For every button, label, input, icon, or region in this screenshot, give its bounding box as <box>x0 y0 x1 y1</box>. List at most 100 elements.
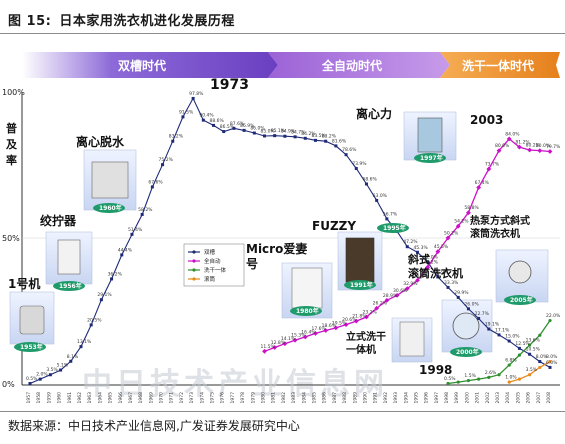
x-tick-label: 1998 <box>444 392 450 404</box>
data-label: 80.0% <box>536 143 551 149</box>
x-tick-label: 1961 <box>67 392 73 404</box>
series-1-point <box>445 235 451 241</box>
badge-1995: 1995年 <box>383 224 406 232</box>
x-tick-label: 1988 <box>342 392 348 404</box>
series-2-point <box>466 379 471 383</box>
series-0-point <box>79 345 83 349</box>
x-tick-label: 2005 <box>515 392 521 404</box>
value-labels: 0.5%2.0%3.5%5.1%8.1%13.1%20.5%29.1%36.2%… <box>26 91 561 382</box>
data-label: 88.6% <box>210 118 225 124</box>
x-tick-label: 1990 <box>362 392 368 404</box>
data-label: 0.5% <box>26 376 38 382</box>
data-label: 85.1% <box>271 128 286 134</box>
series-0-point <box>548 365 552 369</box>
series-0-point <box>507 339 511 343</box>
x-tick-label: 1986 <box>322 392 328 404</box>
data-label: 30.6% <box>393 288 408 294</box>
legend-label: 全自动 <box>204 257 221 265</box>
data-label: 86.0% <box>250 126 265 132</box>
annotation-upright-washdry-line2: 一体机 <box>346 343 376 356</box>
series-2-point <box>446 381 450 386</box>
series-1-point <box>435 249 441 255</box>
x-tick-label: 1999 <box>454 392 460 404</box>
series-line-0 <box>29 97 551 385</box>
series-1-point <box>506 136 512 142</box>
badge-2005: 2005年 <box>510 296 533 304</box>
x-tick-label: 2004 <box>505 392 511 404</box>
era-full-auto-label: 全自动时代 <box>321 58 382 73</box>
data-label: 13.1% <box>77 339 92 345</box>
series-0-point <box>354 166 358 170</box>
series-2-point <box>456 380 460 384</box>
data-label: 3.5% <box>46 367 58 373</box>
data-label: 8.1% <box>67 354 79 360</box>
series-0-point <box>232 126 236 130</box>
annotation-micro-line2: 号 <box>246 256 258 271</box>
annotation-spin-dry: 离心脱水 <box>76 134 125 149</box>
data-label: 17.6% <box>311 326 326 332</box>
data-label: 29.9% <box>454 290 469 296</box>
series-0-point <box>456 295 460 299</box>
data-label: 13.6% <box>526 338 541 344</box>
data-label: 83.5% <box>311 133 326 139</box>
x-tick-label: 1980 <box>261 392 267 404</box>
x-tick-label: 1976 <box>220 392 226 404</box>
x-tick-label: 1960 <box>57 392 63 404</box>
data-label: 87.6% <box>230 121 245 127</box>
series-0-point <box>497 333 501 337</box>
data-label: 80.0% <box>495 143 510 149</box>
series-0-point <box>150 185 154 189</box>
data-label: 3.5% <box>526 367 538 373</box>
x-tick-label: 1959 <box>46 392 52 404</box>
data-label: 26.0% <box>464 301 479 307</box>
series-0-point <box>487 327 491 331</box>
series-0-point <box>375 198 379 202</box>
x-tick-label: 1971 <box>169 392 175 404</box>
series-0-point <box>99 298 103 302</box>
x-tick-label: 1996 <box>424 392 430 404</box>
series-0-point <box>313 138 317 142</box>
era-wash-dry <box>440 52 560 78</box>
badge-1991: 1991年 <box>350 281 373 289</box>
x-tick-label: 1958 <box>36 392 42 404</box>
y-axis: 0% 50% 100% 普 及 率 <box>2 88 560 389</box>
data-label: 21.8% <box>352 314 367 320</box>
legend-marker <box>192 268 196 272</box>
data-label: 84.2% <box>301 131 316 137</box>
series-0-point <box>334 144 338 148</box>
data-label: 23.2% <box>362 310 377 316</box>
y-tick-50: 50% <box>2 234 20 243</box>
data-label: 47.2% <box>403 239 418 245</box>
data-label: 40.2% <box>424 260 439 266</box>
x-tick-label: 1989 <box>352 392 358 404</box>
series-0-point <box>364 182 368 186</box>
data-label: 42.0% <box>424 254 439 260</box>
data-label: 17.1% <box>495 327 510 333</box>
series-0-point <box>426 260 430 264</box>
data-label: 15.0% <box>505 334 520 340</box>
x-tick-label: 1975 <box>210 392 216 404</box>
series-0-point <box>405 245 409 249</box>
figure-number: 图 15: <box>8 14 52 29</box>
era-twin-tub <box>22 52 278 78</box>
data-label: 73.9% <box>352 161 367 167</box>
series-0-point <box>212 123 216 127</box>
data-label: 6.0% <box>546 360 558 366</box>
x-tick-label: 1966 <box>118 392 124 404</box>
badge-1953: 1953年 <box>20 343 43 351</box>
data-label: 26.2% <box>373 301 388 307</box>
data-label: 54.2% <box>454 219 469 225</box>
series-1-point <box>455 223 461 229</box>
data-label: 36.9% <box>434 269 449 275</box>
y-axis-label-1: 普 <box>6 121 17 135</box>
series-0-point <box>538 360 542 364</box>
series-0-point <box>293 135 297 139</box>
annotation-fuzzy: FUZZY <box>312 219 356 233</box>
annotation-micro-line1: Micro爱妻 <box>246 241 307 256</box>
series-0-point <box>89 323 93 327</box>
x-tick-label: 1963 <box>87 392 93 404</box>
data-label: 58.8% <box>464 205 479 211</box>
data-label: 85.0% <box>261 128 276 134</box>
data-label: 6.8% <box>505 358 517 364</box>
data-label: 68.6% <box>362 177 377 183</box>
